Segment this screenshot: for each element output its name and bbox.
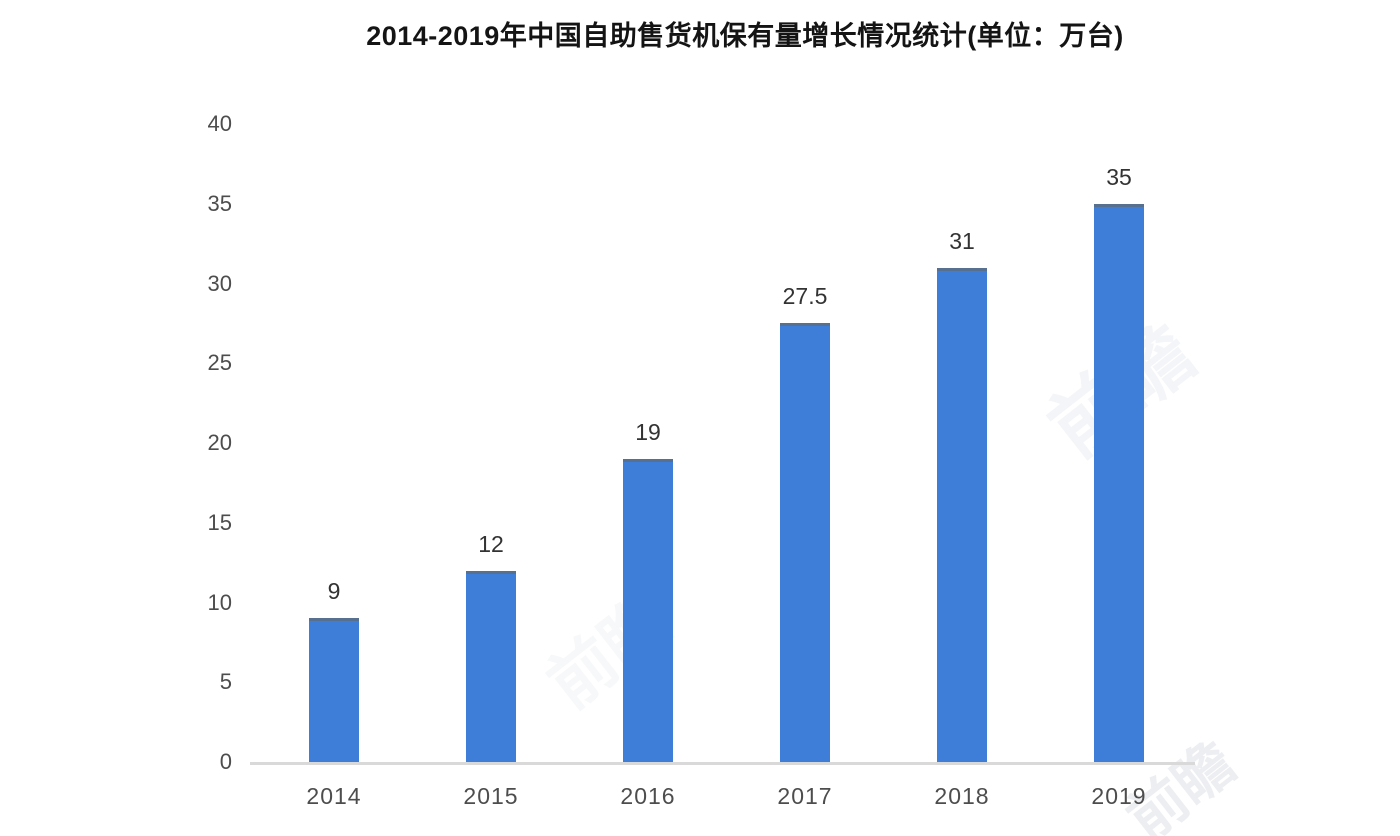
x-tick-label: 2019 (1091, 783, 1147, 809)
y-tick-label: 0 (219, 749, 232, 774)
y-tick-label: 20 (207, 430, 232, 455)
bar-2017 (780, 323, 830, 762)
bar-value-label: 19 (635, 418, 661, 445)
x-tick-label: 2016 (620, 783, 676, 809)
bar-2016 (623, 458, 673, 762)
x-tick-label: 2017 (777, 783, 833, 809)
x-tick-label: 2018 (934, 783, 990, 809)
y-tick-label: 5 (219, 669, 232, 695)
x-tick-label: 2014 (306, 783, 362, 809)
bar-2019 (1094, 203, 1144, 762)
bar-value-label: 27.5 (782, 283, 828, 310)
bar-value-label: 31 (949, 227, 975, 254)
x-tick-label: 2015 (463, 783, 519, 809)
bar-2015 (466, 570, 516, 762)
y-tick-label: 40 (207, 111, 232, 136)
bar-2014 (309, 618, 359, 762)
chart-title: 2014-2019年中国自助售货机保有量增长情况统计(单位：万台) (366, 21, 1124, 51)
bar-2018 (937, 267, 987, 762)
bar-value-label: 9 (327, 578, 341, 605)
y-tick-label: 25 (207, 350, 232, 376)
y-tick-label: 35 (207, 190, 232, 216)
y-tick-label: 30 (207, 270, 232, 296)
bar-value-label: 35 (1106, 163, 1132, 190)
y-tick-label: 10 (207, 589, 232, 615)
y-tick-label: 15 (207, 509, 232, 535)
bar-value-label: 12 (478, 530, 504, 557)
x-axis-line (250, 762, 1195, 765)
